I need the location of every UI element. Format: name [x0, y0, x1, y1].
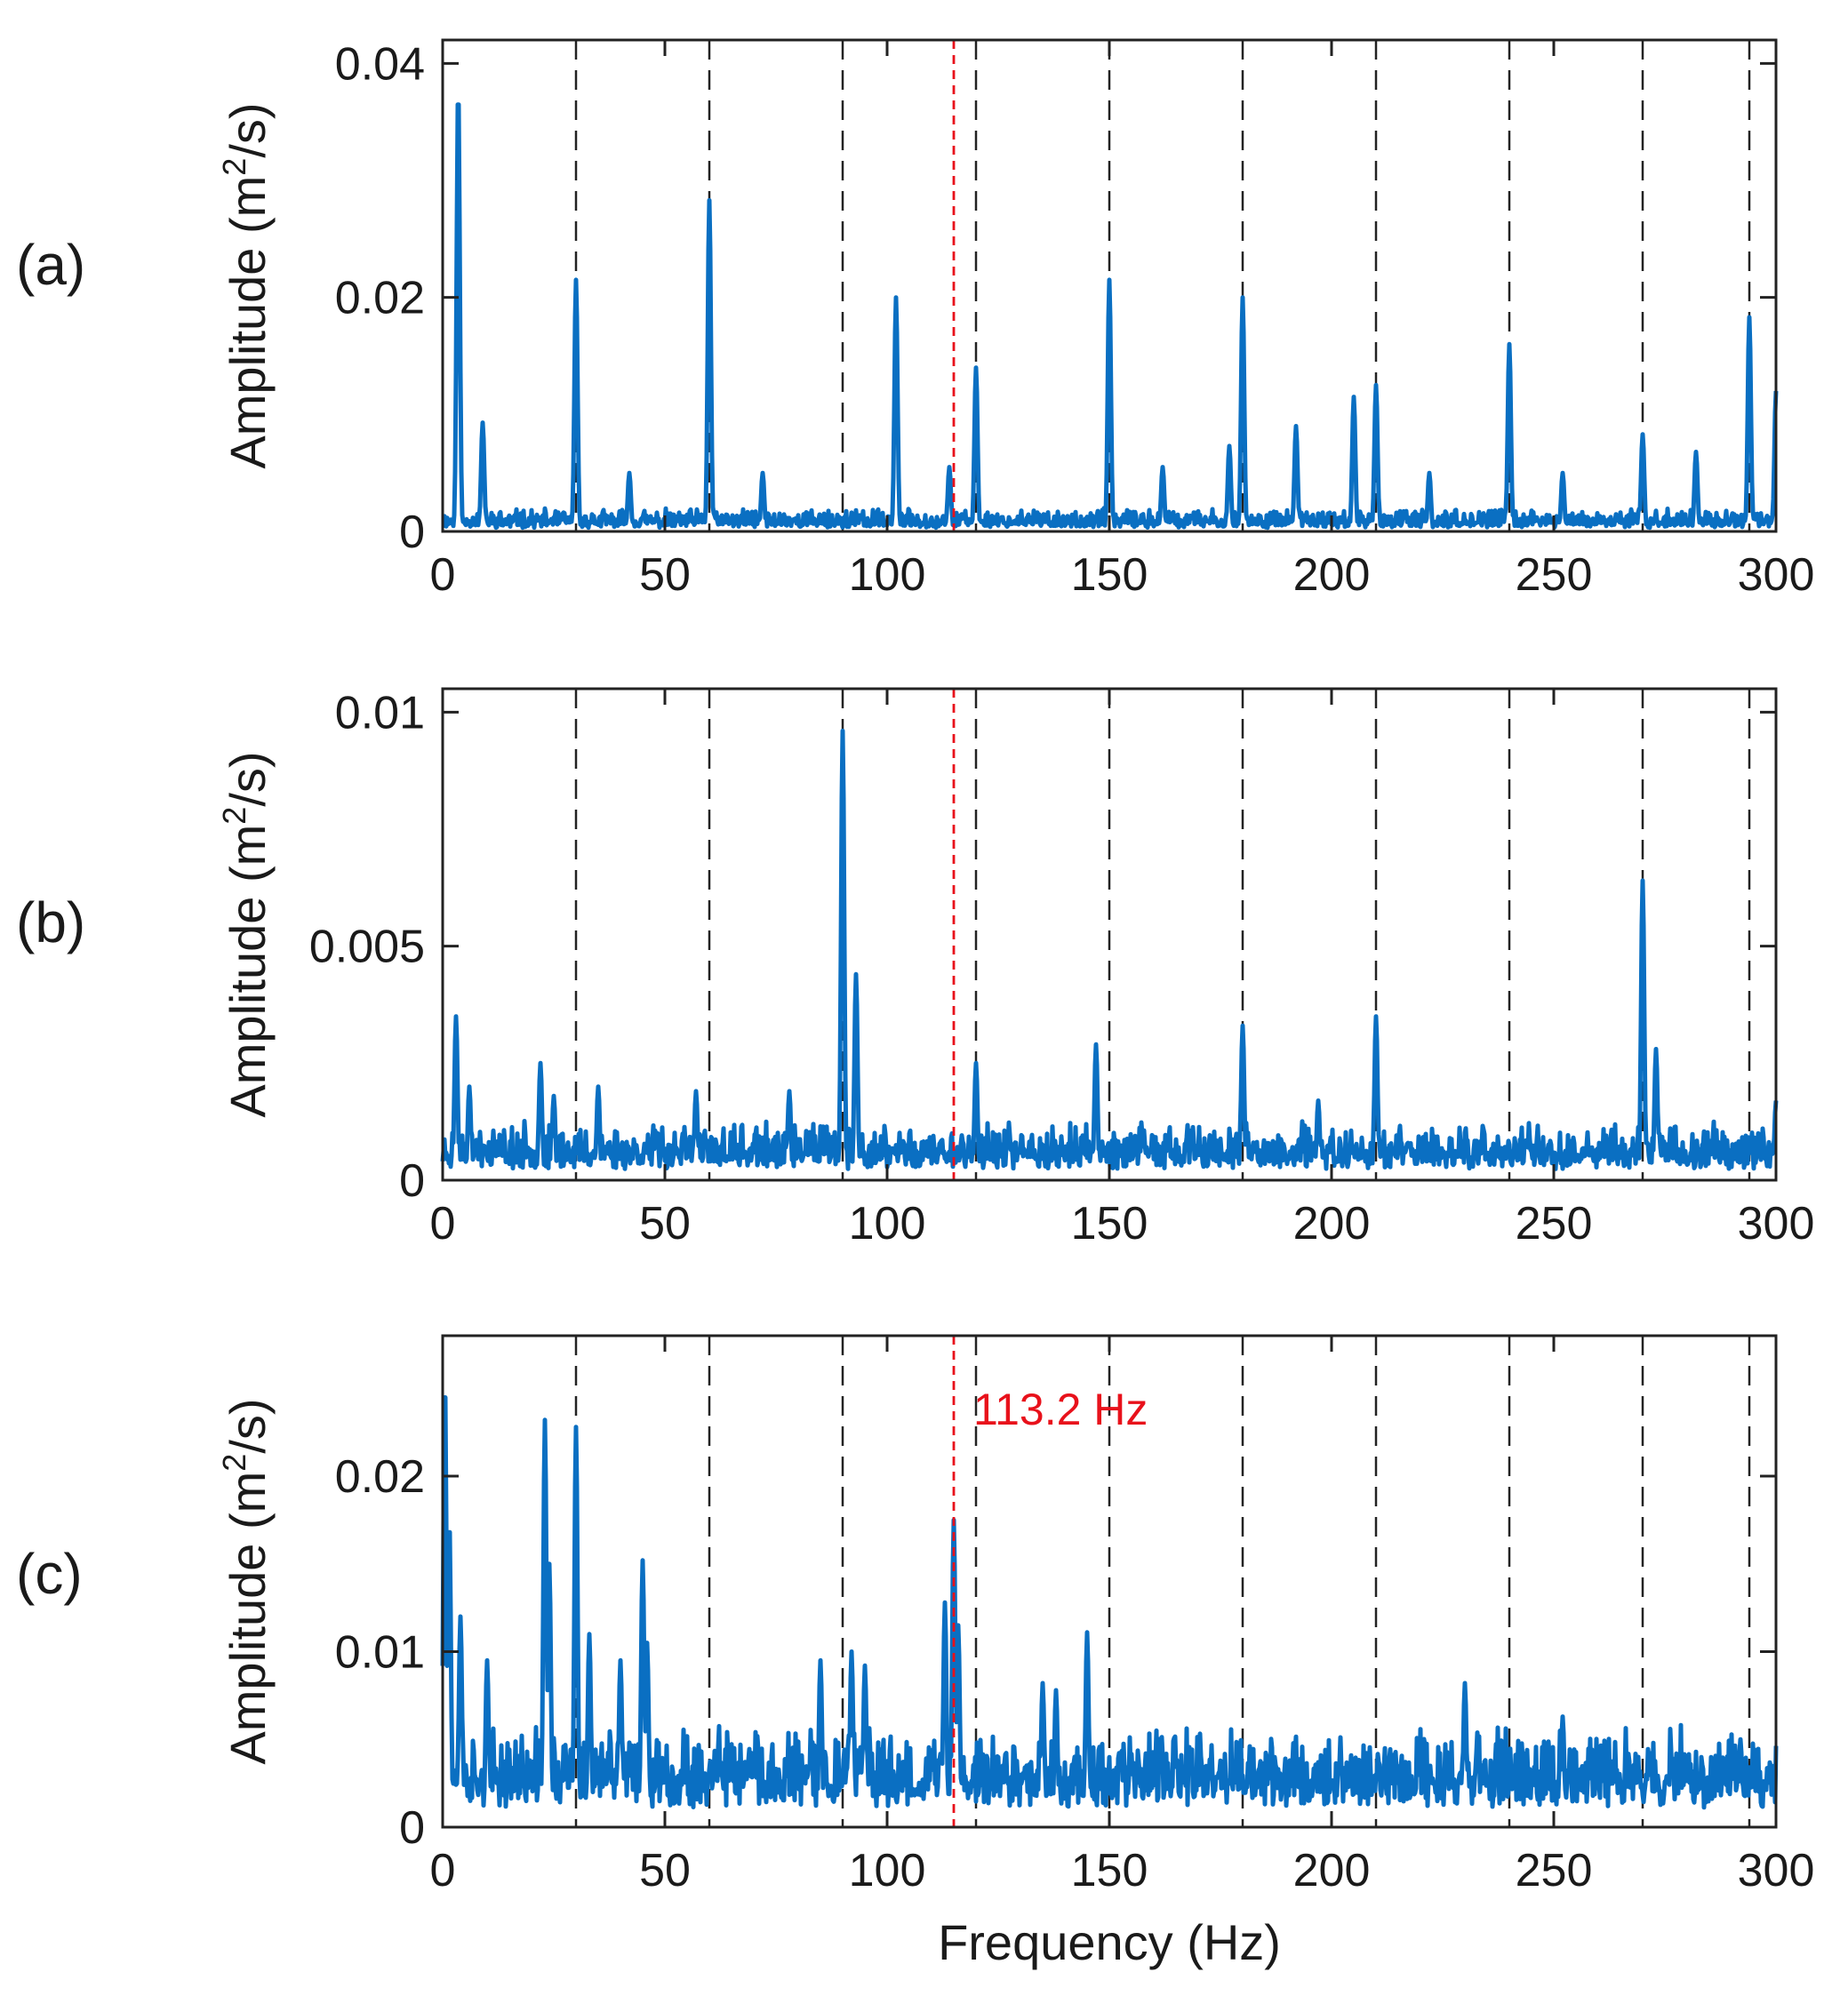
y-axis-title: Amplitude (m2/s): [216, 751, 276, 1117]
panel-label: (b): [16, 890, 85, 954]
panel-label: (a): [16, 233, 85, 297]
y-tick-label: 0: [399, 1802, 425, 1854]
x-tick-label: 200: [1293, 549, 1371, 601]
x-tick-label: 0: [430, 1198, 456, 1249]
y-tick-label: 0.02: [335, 1451, 425, 1503]
y-axis-title-main: Amplitude (m: [220, 1472, 276, 1765]
x-tick-label: 150: [1071, 1198, 1148, 1249]
y-tick-label: 0.04: [335, 38, 425, 90]
x-tick-label: 0: [430, 1845, 456, 1896]
x-tick-label: 0: [430, 549, 456, 601]
chart-panel-1: 0 50 100 150 200 250 300 0 0.02 0.04 Amplitude (m2…: [16, 38, 1814, 601]
y-axis-title-superscript: 2: [216, 807, 252, 825]
y-axis-title-main: Amplitude (m: [220, 176, 276, 469]
y-axis-title-tail: /s): [220, 1398, 276, 1453]
x-tick-label: 300: [1738, 549, 1815, 601]
y-axis-title: Amplitude (m2/s): [216, 102, 276, 468]
x-tick-label: 200: [1293, 1845, 1371, 1896]
x-tick-label: 100: [849, 549, 926, 601]
frequency-annotation: 113.2 Hz: [973, 1385, 1148, 1434]
y-axis-title-superscript: 2: [216, 1454, 252, 1472]
chart-panel-2: 0 50 100 150 200 250 300 0 0.005 0.01 Amplitude (m…: [16, 687, 1814, 1249]
x-tick-label: 300: [1738, 1845, 1815, 1896]
y-axis-title-superscript: 2: [216, 158, 252, 176]
x-tick-label: 150: [1071, 549, 1148, 601]
x-tick-label: 250: [1516, 1198, 1593, 1249]
y-axis-title: Amplitude (m2/s): [216, 1398, 276, 1764]
x-axis-title: Frequency (Hz): [938, 1914, 1281, 1970]
x-tick-label: 100: [849, 1198, 926, 1249]
x-tick-label: 200: [1293, 1198, 1371, 1249]
x-tick-label: 250: [1516, 1845, 1593, 1896]
x-tick-label: 150: [1071, 1845, 1148, 1896]
x-tick-label: 250: [1516, 549, 1593, 601]
spectrum-series-line: [440, 728, 1779, 1171]
y-tick-label: 0.005: [309, 922, 425, 973]
y-tick-label: 0.01: [335, 687, 425, 739]
y-axis-title-tail: /s): [220, 751, 276, 806]
panel-label: (c): [16, 1542, 83, 1606]
y-tick-label: 0.02: [335, 273, 425, 324]
y-tick-label: 0: [399, 1155, 425, 1207]
y-tick-label: 0.01: [335, 1627, 425, 1679]
y-axis-title-tail: /s): [220, 102, 276, 157]
y-tick-label: 0: [399, 507, 425, 558]
x-tick-label: 100: [849, 1845, 926, 1896]
spectrum-series-line: [440, 1395, 1779, 1810]
chart-panel-3: 0 50 100 150 200 250 300 0 0.01 0.02 Amplitude (m2…: [16, 1334, 1815, 1970]
x-tick-label: 50: [639, 1198, 691, 1249]
x-tick-label: 50: [639, 549, 691, 601]
y-axis-title-main: Amplitude (m: [220, 825, 276, 1118]
x-tick-label: 300: [1738, 1198, 1815, 1249]
x-tick-label: 50: [639, 1845, 691, 1896]
